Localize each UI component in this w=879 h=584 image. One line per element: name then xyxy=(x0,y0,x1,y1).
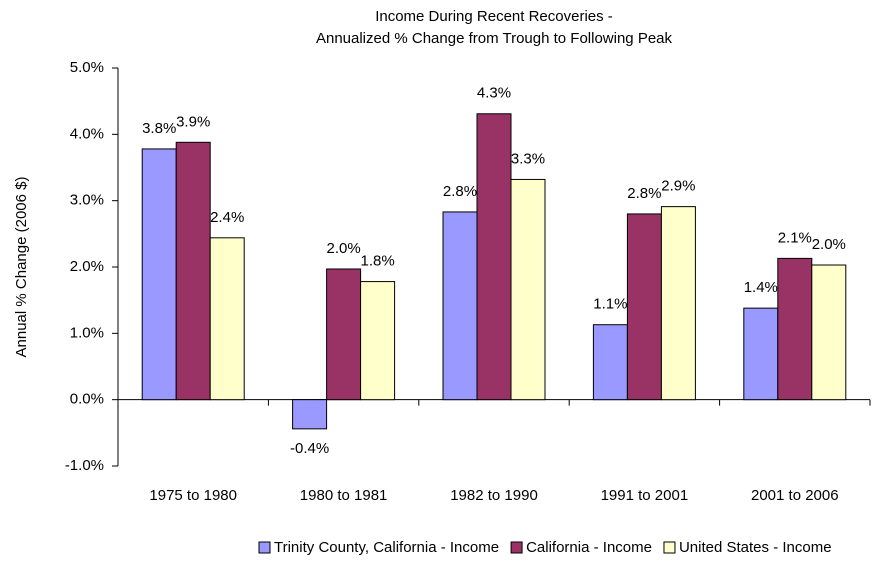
legend-swatch xyxy=(510,541,523,554)
bar xyxy=(660,206,696,401)
value-label: 2.4% xyxy=(210,209,244,226)
bar xyxy=(626,213,662,401)
value-label: 1.4% xyxy=(744,279,778,296)
legend-label: United States - Income xyxy=(679,539,832,556)
bar xyxy=(175,141,211,401)
bar xyxy=(141,148,177,401)
value-label: -0.4% xyxy=(290,440,329,457)
y-tick-label: 3.0% xyxy=(70,192,104,209)
x-tick-label: 1980 to 1981 xyxy=(300,487,388,504)
chart-subtitle: Annualized % Change from Trough to Follo… xyxy=(316,30,673,47)
x-tick-label: 1991 to 2001 xyxy=(601,487,689,504)
value-label: 2.0% xyxy=(812,236,846,253)
value-label: 3.3% xyxy=(511,150,545,167)
bar xyxy=(209,237,245,401)
value-label: 2.0% xyxy=(326,240,360,257)
bar xyxy=(292,399,328,430)
value-label: 3.8% xyxy=(142,120,176,137)
legend-label: California - Income xyxy=(526,539,652,556)
y-tick-label: -1.0% xyxy=(65,457,104,474)
value-label: 3.9% xyxy=(176,113,210,130)
bar xyxy=(592,324,628,401)
bar xyxy=(777,257,813,401)
y-tick-label: 4.0% xyxy=(70,125,104,142)
value-label: 1.8% xyxy=(360,253,394,270)
bar xyxy=(326,268,362,401)
bar xyxy=(743,307,779,401)
value-label: 2.8% xyxy=(443,183,477,200)
y-tick-label: 0.0% xyxy=(70,391,104,408)
value-label: 2.8% xyxy=(627,185,661,202)
bar xyxy=(811,264,847,401)
x-tick-label: 2001 to 2006 xyxy=(751,487,839,504)
x-tick-label: 1975 to 1980 xyxy=(149,487,237,504)
y-tick-label: 1.0% xyxy=(70,324,104,341)
bar xyxy=(360,281,396,401)
bar xyxy=(510,178,546,401)
chart-title: Income During Recent Recoveries - xyxy=(375,8,613,25)
y-tick-label: 2.0% xyxy=(70,258,104,275)
legend-swatch xyxy=(258,541,271,554)
bar xyxy=(442,211,478,401)
x-tick-label: 1982 to 1990 xyxy=(450,487,538,504)
legend-label: Trinity County, California - Income xyxy=(274,539,499,556)
value-label: 4.3% xyxy=(477,85,511,102)
value-label: 2.9% xyxy=(661,178,695,195)
legend-swatch xyxy=(663,541,676,554)
value-label: 1.1% xyxy=(593,296,627,313)
value-label: 2.1% xyxy=(778,229,812,246)
y-tick-label: 5.0% xyxy=(70,59,104,76)
bar xyxy=(476,113,512,401)
y-axis-label: Annual % Change (2006 $) xyxy=(13,177,30,358)
